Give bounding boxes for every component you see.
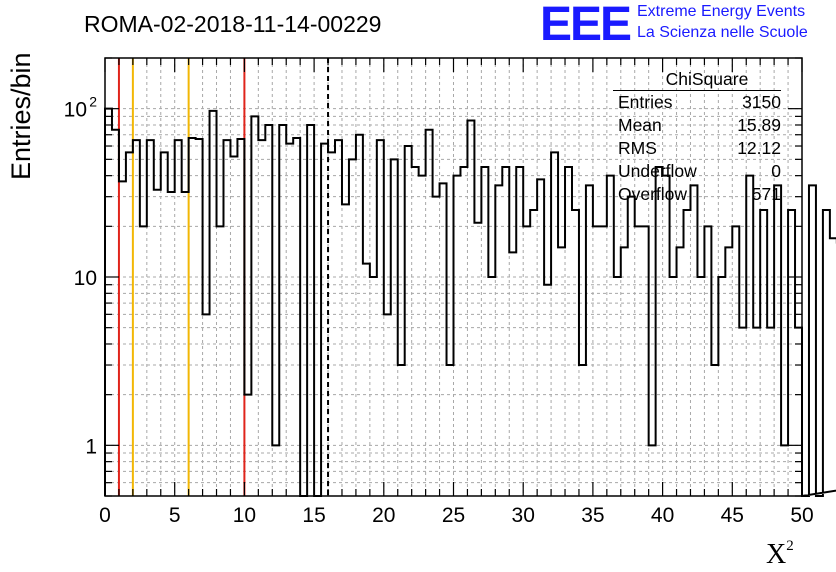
x-tick-label: 15 [302,504,325,527]
x-tick-label: 40 [651,504,674,527]
eee-logo: EEE [540,0,632,51]
x-tick-label: 50 [790,504,813,527]
stats-row-rms: RMS 12.12 [618,138,781,158]
stats-row-overflow: Overflow 571 [618,184,781,204]
x-tick-label: 10 [233,504,256,527]
logo-line-1: Extreme Energy Events [637,3,806,20]
x-tick-label: 35 [581,504,604,527]
x-tick-label: 25 [442,504,465,527]
stats-row-entries: Entries 3150 [618,92,781,112]
histogram-outline [104,107,836,497]
x-tick-label: 20 [372,504,395,527]
x-tick-label: 0 [99,504,111,527]
stats-row-underflow: Underflow 0 [618,161,781,181]
stats-row-mean: Mean 15.89 [618,115,781,135]
y-tick-label: 1 [85,435,97,458]
chart-title: ROMA-02-2018-11-14-00229 [84,11,382,37]
y-tick-label: 10 [74,267,97,290]
y-tick-label: 10 [64,99,87,122]
stats-box: ChiSquare Entries 3150 Mean 15.89 RMS 12.12… [613,68,781,206]
logo-line-2: La Scienza nelle Scuole [637,24,808,41]
x-tick-label: 30 [512,504,535,527]
y-tick-exponent: 2 [89,94,97,110]
x-tick-label: 45 [721,504,744,527]
x-axis-label: X2 [766,538,794,570]
stats-title: ChiSquare [613,68,781,91]
x-tick-label: 5 [169,504,181,527]
